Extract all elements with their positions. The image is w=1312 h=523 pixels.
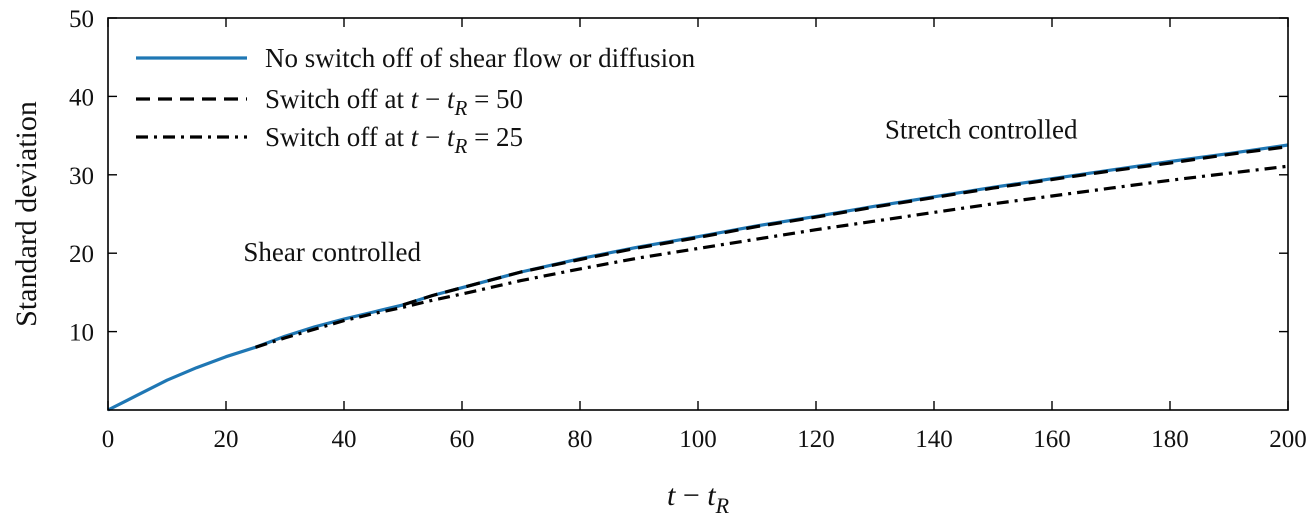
plot-lines xyxy=(107,143,1289,412)
legend-label-1: No switch off of shear flow or diffusion xyxy=(265,43,696,73)
x-tick-label: 100 xyxy=(679,426,717,453)
legend-label-3: Switch off at t − tR = 25 xyxy=(265,122,523,158)
x-tick-label: 140 xyxy=(915,426,953,453)
annotation-shear-controlled: Shear controlled xyxy=(243,237,421,267)
series-line-1 xyxy=(107,143,1289,412)
y-tick-label: 40 xyxy=(69,84,94,111)
y-tick-label: 50 xyxy=(69,6,94,33)
x-tick-label: 40 xyxy=(332,426,357,453)
x-axis-title-sub: R xyxy=(715,493,730,518)
x-axis-title: t − tR xyxy=(667,479,730,518)
annotation-stretch-controlled: Stretch controlled xyxy=(885,115,1078,145)
x-tick-label: 60 xyxy=(450,426,475,453)
y-axis: 10 20 30 40 50 xyxy=(69,6,1288,347)
x-tick-label: 80 xyxy=(568,426,593,453)
x-tick-label: 20 xyxy=(214,426,239,453)
y-axis-title: Standard deviation xyxy=(10,101,43,327)
legend-label-2: Switch off at t − tR = 50 xyxy=(265,84,523,120)
x-tick-label: 0 xyxy=(102,426,115,453)
x-tick-label: 200 xyxy=(1269,426,1307,453)
x-axis-title-var2: t xyxy=(707,479,716,512)
series-line-3 xyxy=(255,164,1289,349)
y-tick-label: 20 xyxy=(69,241,94,268)
x-axis-title-minus: − xyxy=(675,479,707,512)
series-line-2 xyxy=(402,145,1289,307)
x-axis: 0 20 40 60 80 100 120 140 160 180 200 xyxy=(102,18,1307,453)
legend: No switch off of shear flow or diffusion… xyxy=(136,43,696,158)
x-tick-label: 160 xyxy=(1033,426,1071,453)
plot-frame xyxy=(107,17,1289,411)
y-tick-label: 30 xyxy=(69,163,94,190)
x-axis-title-var: t xyxy=(667,479,676,512)
x-tick-label: 180 xyxy=(1151,426,1189,453)
x-tick-label: 120 xyxy=(797,426,835,453)
y-tick-label: 10 xyxy=(69,320,94,347)
